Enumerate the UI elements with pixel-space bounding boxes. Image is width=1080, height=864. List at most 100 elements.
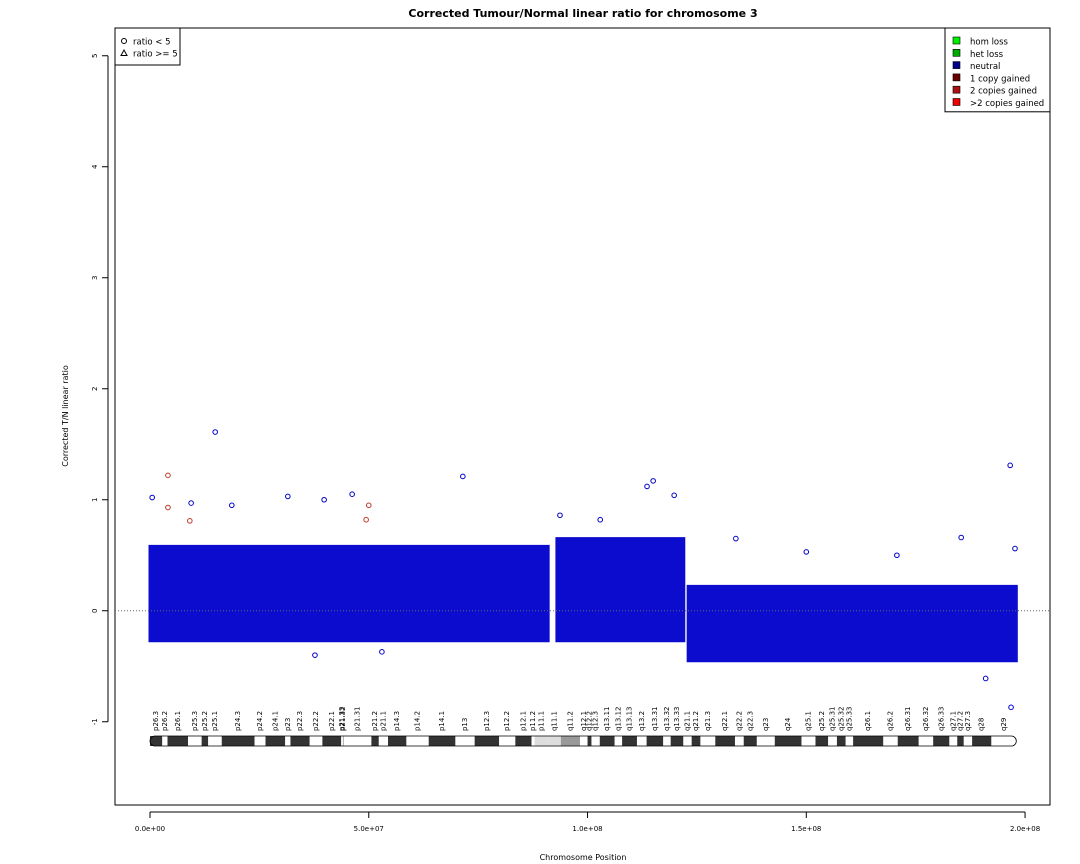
- cytoband-label: p13: [461, 718, 469, 731]
- legend-shape: [121, 38, 127, 44]
- cytoband-label: p21.31: [353, 707, 361, 731]
- cytoband: [957, 736, 964, 746]
- cytoband: [548, 736, 561, 746]
- cytoband: [515, 736, 532, 746]
- cytoband-label: q25.1: [804, 711, 812, 731]
- shape-legend-label: ratio >= 5: [133, 50, 178, 60]
- cytoband-label: q11.1: [550, 711, 558, 731]
- cytoband-label: p12.2: [503, 711, 511, 731]
- cytoband-label: p12.3: [483, 711, 491, 731]
- cytoband-label: p12.1: [519, 711, 527, 731]
- point: [894, 552, 900, 559]
- point: [363, 516, 369, 523]
- x-tick-label: 2.0e+08: [1010, 825, 1040, 833]
- point: [1012, 545, 1018, 552]
- cytoband-label: p26.2: [161, 711, 169, 731]
- legend-shape: [120, 48, 128, 56]
- x-axis-label: Chromosome Position: [540, 853, 627, 862]
- cytoband-label: q25.31: [829, 707, 837, 731]
- cytoband: [663, 736, 671, 746]
- cytoband-label: p14.1: [438, 711, 446, 731]
- cytoband-label: p25.2: [201, 711, 209, 731]
- plot-frame: [114, 27, 1051, 806]
- point: [229, 502, 235, 509]
- cytoband-label: p21.32: [339, 707, 347, 731]
- cytoband-label: p22.1: [328, 711, 336, 731]
- cytoband-label: q21.2: [692, 711, 700, 731]
- cytoband: [774, 736, 802, 746]
- cytoband-label: q21.1: [684, 711, 692, 731]
- cytoband: [836, 736, 846, 746]
- cytoband-label: p14.3: [393, 711, 401, 731]
- cytoband: [474, 736, 500, 746]
- legend-label: neutral: [970, 62, 1000, 72]
- legend-swatch: [952, 36, 961, 45]
- cytoband: [208, 736, 222, 746]
- point: [321, 496, 327, 503]
- cytoband: [580, 736, 588, 746]
- cytoband: [388, 736, 407, 746]
- cytoband-label: q22.3: [746, 711, 754, 731]
- y-tick-label: 4: [91, 164, 99, 169]
- point: [349, 491, 355, 498]
- cytoband: [201, 736, 209, 746]
- cytoband-label: q21.3: [704, 711, 712, 731]
- cytoband: [933, 736, 950, 746]
- cytoband: [700, 736, 716, 746]
- cytoband: [322, 736, 342, 746]
- cytoband-label: p23: [284, 718, 292, 731]
- cytoband-label: p26.1: [174, 711, 182, 731]
- cytoband: [670, 736, 684, 746]
- cytoband: [828, 736, 837, 746]
- cytoband: [162, 736, 168, 746]
- cytoband-label: q12.1: [580, 711, 588, 731]
- cytoband-label: q13.33: [673, 707, 681, 731]
- cytoband-label: q26.31: [904, 707, 912, 731]
- cytoband: [683, 736, 692, 746]
- point: [671, 492, 677, 499]
- cytoband-label: q13.32: [663, 707, 671, 731]
- cytoband: [801, 736, 816, 746]
- point: [212, 429, 218, 435]
- cytoband-label: p26.3: [152, 711, 160, 731]
- legend-swatch: [952, 48, 961, 57]
- point: [958, 534, 964, 541]
- cytoband: [691, 736, 701, 746]
- cytoband: [290, 736, 310, 746]
- point: [982, 675, 989, 682]
- cytoband-label: q13.31: [651, 707, 659, 731]
- cytoband: [265, 736, 286, 746]
- point: [644, 483, 650, 490]
- y-tick-label: 3: [91, 276, 99, 280]
- point: [188, 500, 194, 506]
- cytoband-label: q25.33: [845, 707, 853, 731]
- cytoband-label: p14.2: [414, 711, 422, 731]
- cytoband-label: q11.2: [566, 711, 574, 731]
- x-tick-label: 0.0e+00: [135, 825, 165, 833]
- cytoband: [428, 736, 456, 746]
- cytoband-label: q25.32: [837, 707, 845, 731]
- cytoband: [883, 736, 898, 746]
- legend-swatch: [952, 85, 961, 94]
- point: [460, 473, 466, 480]
- cytoband-label: q13.2: [638, 711, 646, 731]
- cytoband: [897, 736, 919, 746]
- cytoband-label: q12.3: [592, 711, 600, 731]
- cytoband-label: p21.1: [379, 711, 387, 731]
- cytoband: [371, 736, 379, 746]
- legend-label: hom loss: [970, 38, 1009, 48]
- cytoband-label: q27.3: [964, 711, 972, 731]
- point-cloud: [148, 537, 1018, 663]
- shape-legend-label: ratio < 5: [133, 38, 171, 48]
- cytoband: [587, 736, 592, 746]
- cytoband-label: p25.1: [211, 711, 219, 731]
- y-tick-label: 0: [91, 609, 99, 613]
- legend-label: 1 copy gained: [970, 74, 1030, 84]
- cytoband-label: p24.2: [256, 711, 264, 731]
- cytoband: [150, 736, 163, 746]
- legend-box: [944, 27, 1051, 113]
- cytoband-label: q26.1: [864, 711, 872, 731]
- cytoband-label: q13.12: [614, 707, 622, 731]
- y-axis-label: Corrected T/N linear ratio: [61, 365, 70, 467]
- cytoband-label: p11.1: [537, 711, 545, 731]
